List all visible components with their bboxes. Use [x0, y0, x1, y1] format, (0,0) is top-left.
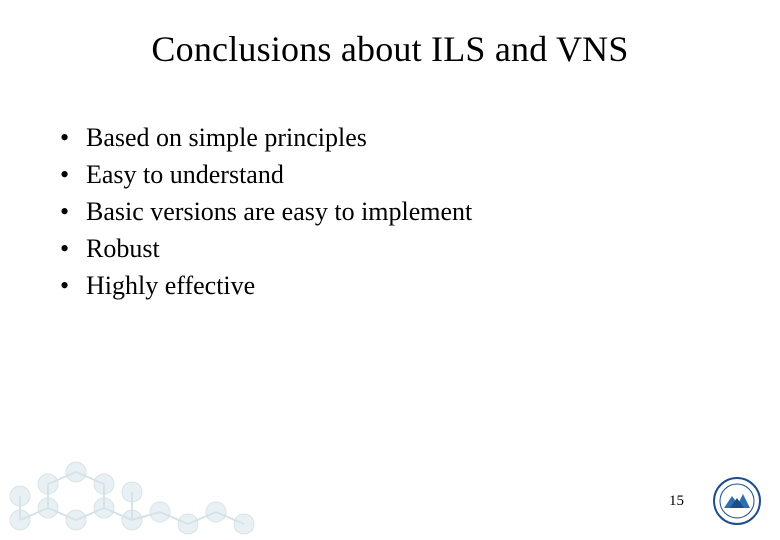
bullet-icon: • [58, 231, 86, 266]
bullet-text: Based on simple principles [86, 120, 722, 155]
list-item: • Basic versions are easy to implement [58, 194, 722, 229]
page-number: 15 [669, 493, 684, 510]
list-item: • Based on simple principles [58, 120, 722, 155]
bullet-text: Robust [86, 231, 722, 266]
bullet-icon: • [58, 194, 86, 229]
bullet-text: Highly effective [86, 268, 722, 303]
bullet-text: Easy to understand [86, 157, 722, 192]
list-item: • Robust [58, 231, 722, 266]
institution-logo-icon [712, 476, 762, 526]
bullet-text: Basic versions are easy to implement [86, 194, 722, 229]
bullet-icon: • [58, 120, 86, 155]
bullet-list: • Based on simple principles • Easy to u… [58, 120, 722, 305]
slide: Conclusions about ILS and VNS • Based on… [0, 0, 780, 540]
list-item: • Easy to understand [58, 157, 722, 192]
bullet-icon: • [58, 268, 86, 303]
list-item: • Highly effective [58, 268, 722, 303]
slide-title: Conclusions about ILS and VNS [0, 28, 780, 70]
decoration-hex-icon [0, 420, 340, 540]
bullet-icon: • [58, 157, 86, 192]
